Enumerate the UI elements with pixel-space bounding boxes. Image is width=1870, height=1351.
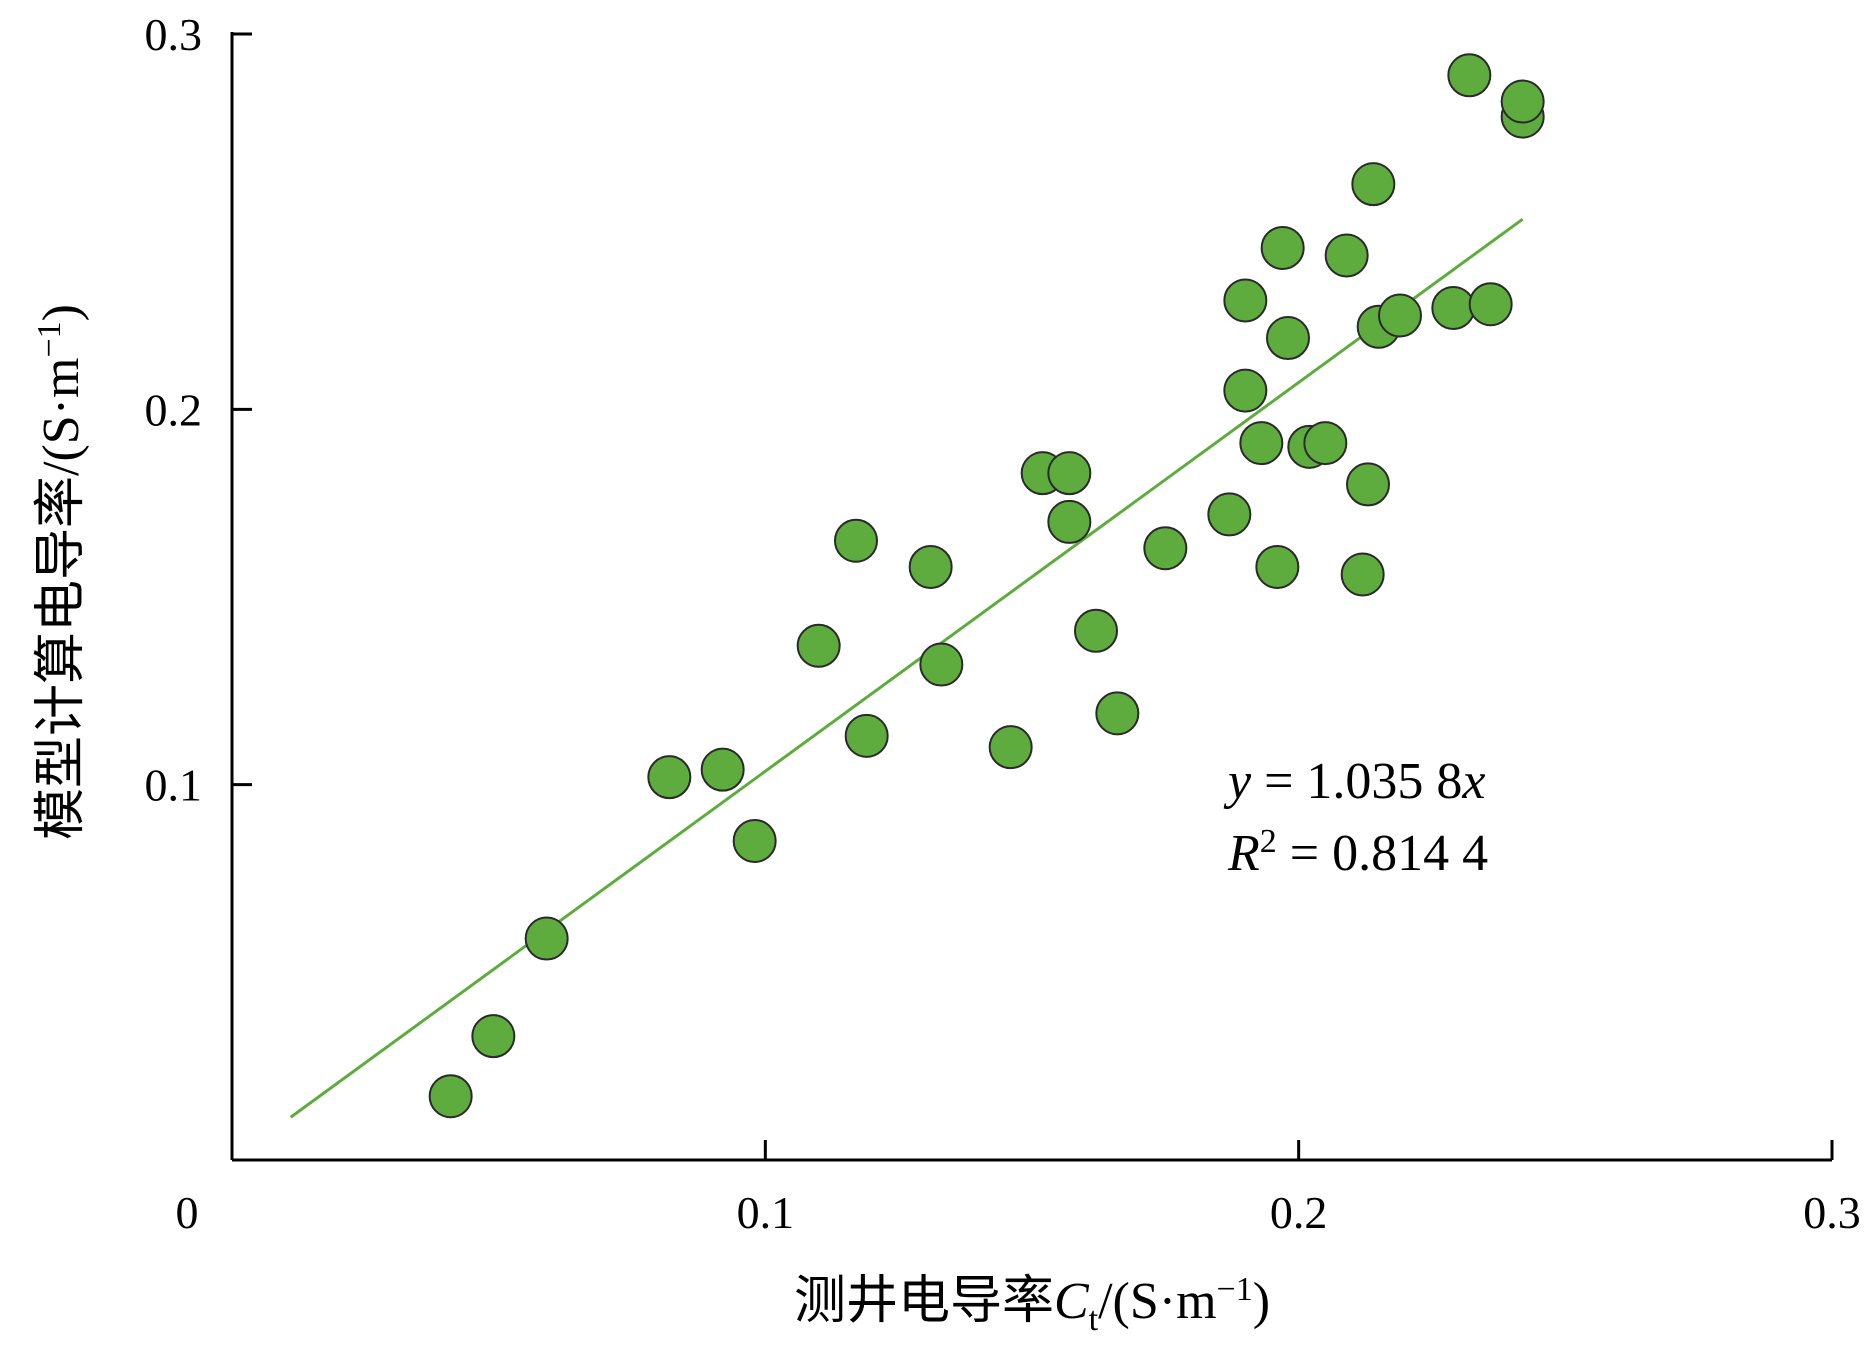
axes: [230, 32, 1832, 1162]
data-point: [1346, 462, 1390, 507]
x-tick-label: 0.2: [1270, 1187, 1328, 1238]
r-squared-value: = 0.814 4: [1277, 825, 1488, 882]
data-point: [844, 713, 889, 758]
data-point: [1431, 285, 1476, 330]
equation-y-var: y: [1223, 753, 1252, 810]
r-squared-text: R2 = 0.814 4: [1227, 823, 1488, 882]
y-tick-label: 0.3: [145, 9, 203, 60]
y-axis-title: 模型计算电导率/(S·m−1): [31, 304, 90, 840]
r-squared-var: R: [1227, 825, 1260, 882]
data-point: [1095, 691, 1140, 736]
data-point: [919, 642, 964, 687]
y-axis-ticks: 0.1 0.2 0.3: [145, 9, 252, 811]
data-point: [1266, 316, 1310, 361]
data-point: [1223, 278, 1268, 323]
x-axis-title-unit: /(S·m: [1098, 1273, 1216, 1330]
data-point: [471, 1014, 516, 1059]
y-tick-label: 0.2: [145, 384, 203, 435]
data-point: [1047, 499, 1092, 544]
x-axis-title-prefix: 测井电导率: [794, 1273, 1054, 1330]
data-point: [1239, 421, 1284, 466]
data-point: [1255, 544, 1300, 589]
data-point: [1207, 492, 1252, 537]
data-point: [1324, 233, 1369, 278]
data-point: [1074, 608, 1118, 653]
x-axis-title: 测井电导率Ct/(S·m−1): [794, 1271, 1270, 1338]
x-axis-title-close: ): [1253, 1273, 1270, 1330]
equation-value: = 1.035 8: [1251, 753, 1462, 810]
equation-text: y = 1.035 8x: [1223, 753, 1486, 810]
data-point: [524, 916, 569, 961]
regression-line: [289, 217, 1524, 1119]
x-axis-ticks: 0 0.1 0.2 0.3: [176, 1140, 1861, 1238]
equation-x-var: x: [1461, 753, 1485, 810]
x-axis-title-subscript: t: [1089, 1301, 1099, 1338]
data-point: [428, 1074, 473, 1119]
data-point: [796, 623, 841, 668]
y-axis-title-close: ): [33, 304, 90, 321]
x-tick-label: 0.3: [1803, 1187, 1861, 1238]
data-points: [428, 53, 1545, 1119]
data-point: [1447, 53, 1492, 98]
equation-annotation: y = 1.035 8x R2 = 0.814 4: [1223, 753, 1488, 882]
data-point: [1340, 552, 1385, 597]
y-axis-title-unit-exponent: −1: [31, 321, 68, 357]
x-tick-label: 0: [176, 1187, 199, 1238]
y-tick-label: 0.1: [145, 760, 203, 811]
data-point: [1260, 225, 1305, 270]
data-point: [908, 544, 953, 589]
y-axis-title-prefix: 模型计算电导率/(S·m: [33, 358, 90, 840]
data-point: [732, 818, 777, 863]
x-axis-title-unit-exponent: −1: [1217, 1271, 1253, 1308]
data-point: [1143, 526, 1188, 571]
data-point: [700, 747, 745, 792]
data-point: [834, 518, 878, 563]
data-point: [1468, 282, 1513, 327]
data-point: [647, 755, 692, 800]
x-axis-title-var: C: [1054, 1273, 1090, 1330]
data-point: [1378, 293, 1422, 338]
data-point: [1303, 421, 1348, 466]
data-point: [1223, 368, 1268, 413]
x-tick-label: 0.1: [737, 1187, 795, 1238]
data-point: [1351, 162, 1396, 207]
r-squared-exponent: 2: [1260, 823, 1277, 860]
data-point: [1047, 451, 1092, 496]
data-point: [1500, 79, 1545, 124]
data-point: [988, 725, 1033, 770]
